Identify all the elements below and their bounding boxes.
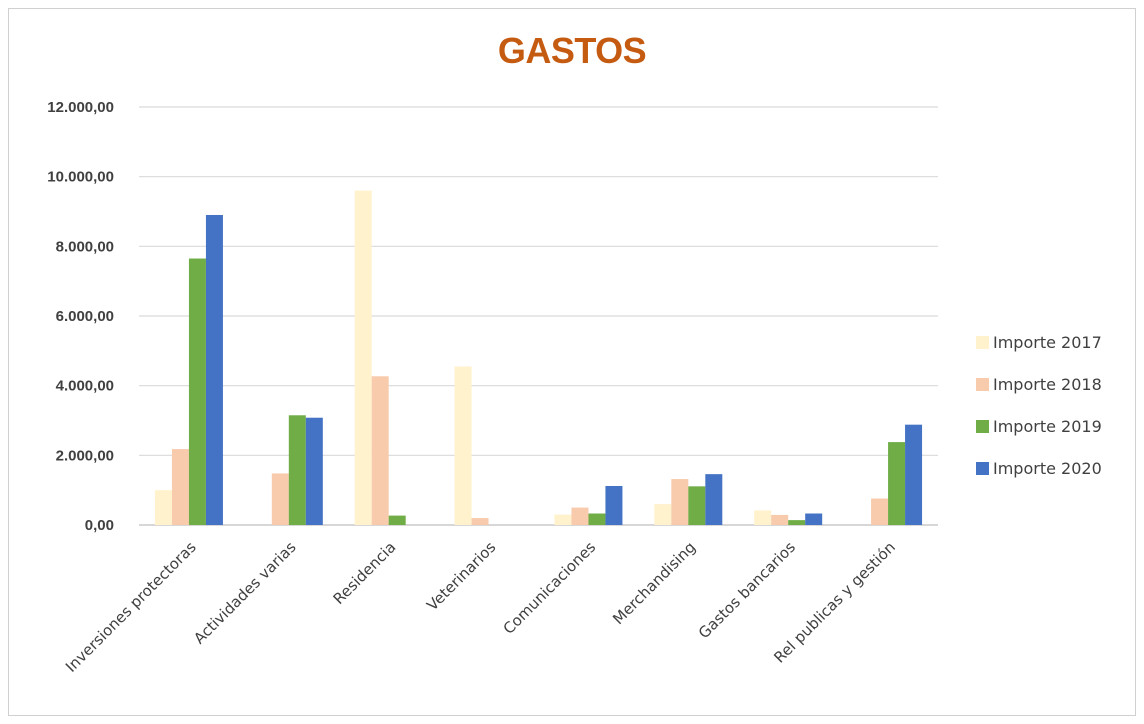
bar-importe-2018: [171, 449, 189, 525]
bar-importe-2019: [788, 520, 806, 525]
x-tick-label: Comunicaciones: [500, 538, 600, 638]
bar-importe-2018: [871, 498, 889, 525]
bars: [154, 190, 923, 525]
bar-importe-2018: [671, 479, 689, 525]
y-tick-label: 10.000,00: [47, 169, 114, 186]
bar-importe-2017: [654, 504, 672, 525]
x-tick-label: Residencia: [330, 538, 400, 608]
legend-swatch: [976, 377, 989, 391]
bar-importe-2018: [471, 518, 489, 525]
bar-importe-2020: [905, 424, 923, 525]
legend-label: Importe 2018: [993, 374, 1102, 394]
legend-item: Importe 2019: [976, 415, 1102, 437]
bar-importe-2019: [188, 258, 206, 525]
legend-swatch: [976, 419, 989, 433]
y-tick-label: 12.000,00: [47, 99, 114, 116]
gridlines: [139, 106, 938, 526]
bar-importe-2018: [771, 514, 789, 525]
bar-importe-2017: [754, 510, 772, 525]
legend-item: Importe 2018: [976, 373, 1102, 395]
x-tick-label: Gastos bancarios: [695, 538, 799, 642]
x-tick-label: Veterinarios: [423, 538, 499, 614]
bar-importe-2017: [554, 514, 572, 525]
legend-item: Importe 2017: [976, 331, 1102, 353]
x-tick-label: Actividades varias: [190, 538, 300, 648]
y-tick-label: 2.000,00: [56, 447, 114, 464]
legend-swatch: [976, 461, 989, 475]
bar-importe-2020: [705, 474, 723, 525]
y-tick-label: 0,00: [85, 517, 114, 534]
bar-importe-2017: [454, 366, 472, 525]
legend-label: Importe 2019: [993, 416, 1102, 436]
y-axis-tick-labels: 0,00 2.000,00 4.000,00 6.000,00 8.000,00 10.0…: [47, 99, 114, 534]
bar-importe-2018: [371, 376, 389, 525]
bar-importe-2017: [354, 190, 372, 525]
y-tick-label: 8.000,00: [56, 238, 114, 255]
bar-importe-2019: [288, 415, 306, 525]
bar-importe-2018: [271, 473, 289, 525]
legend: Importe 2017 Importe 2018 Importe 2019 Impo…: [976, 331, 1102, 499]
legend-label: Importe 2020: [993, 458, 1102, 478]
chart-title: GASTOS: [497, 30, 647, 71]
bar-importe-2020: [305, 417, 323, 525]
bar-importe-2018: [571, 507, 589, 525]
y-tick-label: 6.000,00: [56, 308, 114, 325]
bar-importe-2020: [805, 513, 823, 525]
legend-item: Importe 2020: [976, 457, 1102, 479]
bar-importe-2020: [205, 214, 223, 525]
legend-label: Importe 2017: [993, 332, 1102, 352]
x-tick-label: Merchandising: [609, 538, 699, 628]
y-tick-label: 4.000,00: [56, 378, 114, 395]
bar-importe-2019: [588, 513, 606, 525]
x-tick-label: Inversiones protectoras: [62, 538, 200, 676]
bar-importe-2019: [888, 442, 906, 525]
legend-swatch: [976, 335, 989, 349]
bar-importe-2019: [388, 515, 406, 525]
bar-importe-2017: [154, 490, 172, 525]
bar-importe-2019: [688, 486, 706, 525]
bar-importe-2020: [605, 485, 623, 525]
